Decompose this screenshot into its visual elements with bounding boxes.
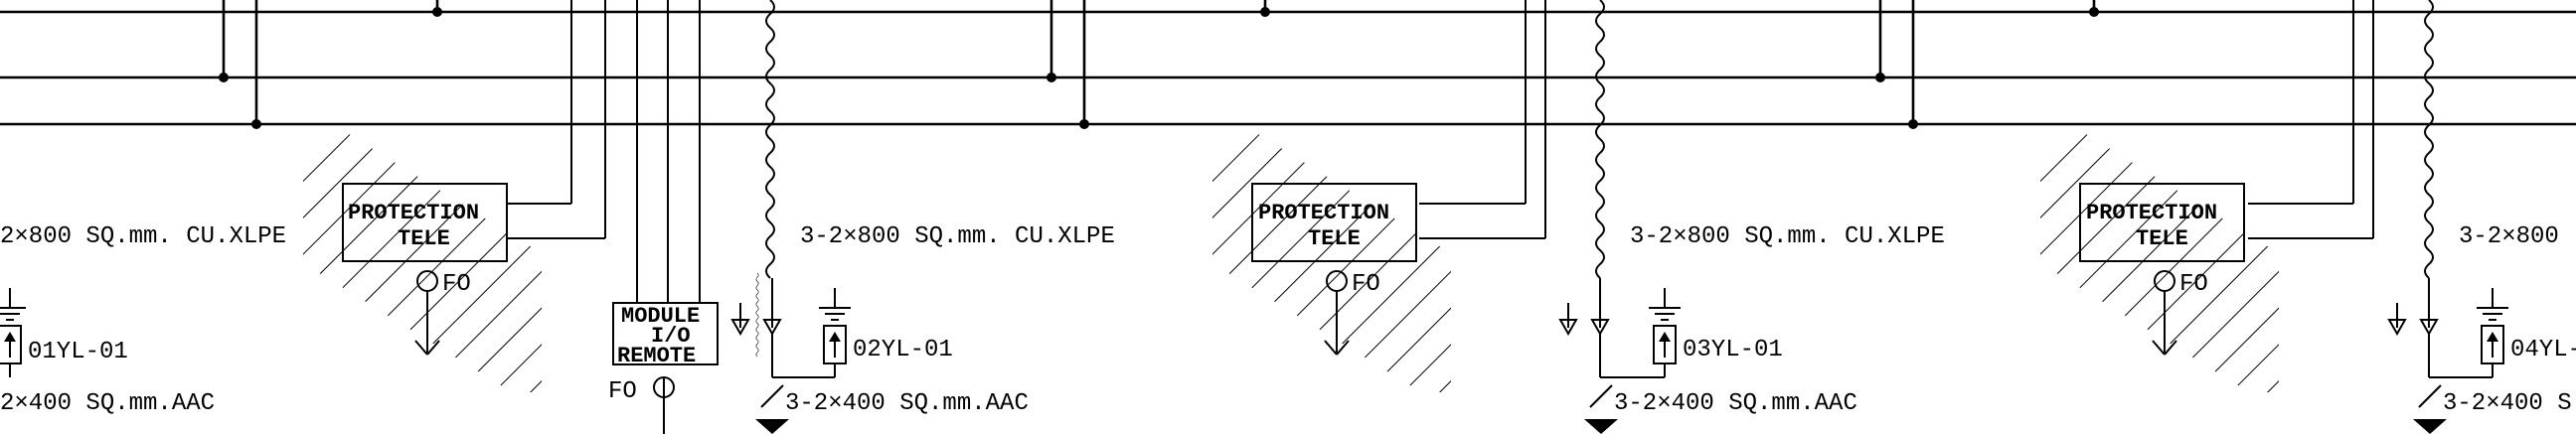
left-breaker-label: 01YL-01 xyxy=(28,339,128,365)
bay2-fo-label: FO xyxy=(1352,271,1380,298)
module-fo-label: FO xyxy=(608,378,637,405)
bay1-fo-label: FO xyxy=(442,271,471,298)
remote-io-module: MODULE I/O REMOTE FO xyxy=(608,0,719,434)
bay1-feeder-label: 3-2×400 SQ.mm.AAC xyxy=(785,390,1029,417)
bay1-protection-label: PROTECTION xyxy=(348,201,479,225)
bay-3: PROTECTION TELE FO 3-2×800 04YL- 3-2×400… xyxy=(2039,0,2576,434)
bay2-tele-label: TELE xyxy=(1308,226,1361,251)
module-line2: I/O xyxy=(651,324,691,349)
bay1-tele-label: TELE xyxy=(398,226,450,251)
bay3-breaker-label: 04YL- xyxy=(2510,337,2576,363)
bus-bars xyxy=(0,10,2576,126)
left-cable-label: 2×800 SQ.mm. CU.XLPE xyxy=(0,223,286,250)
bay2-feeder-label: 3-2×400 SQ.mm.AAC xyxy=(1614,390,1857,417)
bay1-breaker-label: 02YL-01 xyxy=(853,337,953,363)
bay3-protection-label: PROTECTION xyxy=(2086,201,2217,225)
bus-taps xyxy=(219,0,2099,129)
module-line3: REMOTE xyxy=(617,344,696,368)
bay2-protection-label: PROTECTION xyxy=(1258,201,1389,225)
bay3-tele-label: TELE xyxy=(2136,226,2188,251)
bay3-cable-label: 3-2×800 xyxy=(2459,223,2559,250)
bay2-breaker-label: 03YL-01 xyxy=(1683,337,1783,363)
bay3-fo-label: FO xyxy=(2179,271,2208,298)
module-line1: MODULE xyxy=(621,304,700,329)
bay-1: PROTECTION TELE FO 3-2×800 SQ.mm. CU.XLP… xyxy=(302,0,1115,434)
left-edge-bay: 2×800 SQ.mm. CU.XLPE 01YL-01 2×400 SQ.mm… xyxy=(0,223,286,417)
bay-2: PROTECTION TELE FO 3-2×800 SQ.mm. CU.XLP… xyxy=(1211,0,1945,434)
bay3-feeder-label: 3-2×400 S xyxy=(2443,390,2572,417)
left-feeder-label: 2×400 SQ.mm.AAC xyxy=(0,390,215,417)
bay2-cable-label: 3-2×800 SQ.mm. CU.XLPE xyxy=(1630,223,1945,250)
bay1-cable-label: 3-2×800 SQ.mm. CU.XLPE xyxy=(800,223,1115,250)
